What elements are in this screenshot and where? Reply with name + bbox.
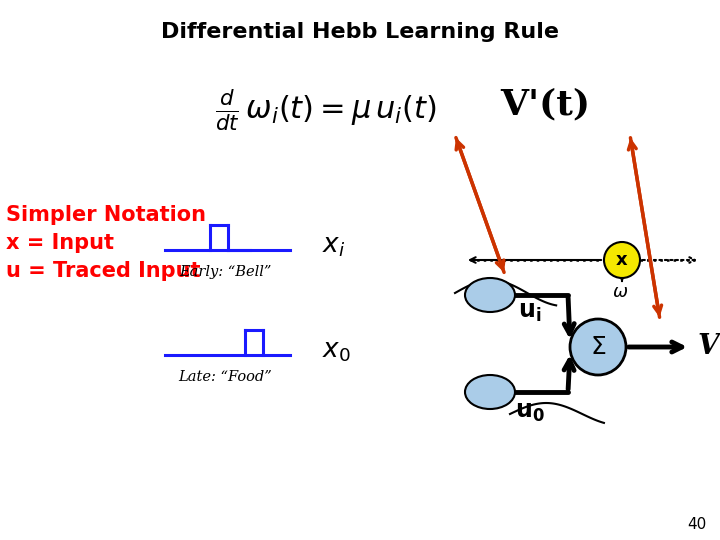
Text: V: V bbox=[698, 334, 719, 361]
Circle shape bbox=[570, 319, 626, 375]
Text: $\Sigma$: $\Sigma$ bbox=[590, 335, 606, 359]
Text: $\mathbf{u_0}$: $\mathbf{u_0}$ bbox=[515, 400, 545, 424]
Text: $x_i$: $x_i$ bbox=[322, 233, 346, 259]
Text: $\mathbf{u_i}$: $\mathbf{u_i}$ bbox=[518, 300, 541, 324]
Text: Early: “Bell”: Early: “Bell” bbox=[179, 265, 271, 279]
Text: $\frac{d}{dt}\,\omega_i(t) = \mu\, u_i(t)$: $\frac{d}{dt}\,\omega_i(t) = \mu\, u_i(t… bbox=[215, 87, 437, 133]
Text: Simpler Notation
x = Input
u = Traced Input: Simpler Notation x = Input u = Traced In… bbox=[6, 205, 206, 281]
Ellipse shape bbox=[465, 375, 515, 409]
Text: $\omega$: $\omega$ bbox=[612, 283, 628, 301]
Text: 40: 40 bbox=[687, 517, 706, 532]
Text: Late: “Food”: Late: “Food” bbox=[178, 370, 272, 384]
Text: Differential Hebb Learning Rule: Differential Hebb Learning Rule bbox=[161, 22, 559, 42]
Ellipse shape bbox=[465, 278, 515, 312]
Text: V'(t): V'(t) bbox=[500, 87, 590, 121]
Text: $x_0$: $x_0$ bbox=[322, 338, 351, 364]
Circle shape bbox=[604, 242, 640, 278]
Text: x: x bbox=[616, 251, 628, 269]
